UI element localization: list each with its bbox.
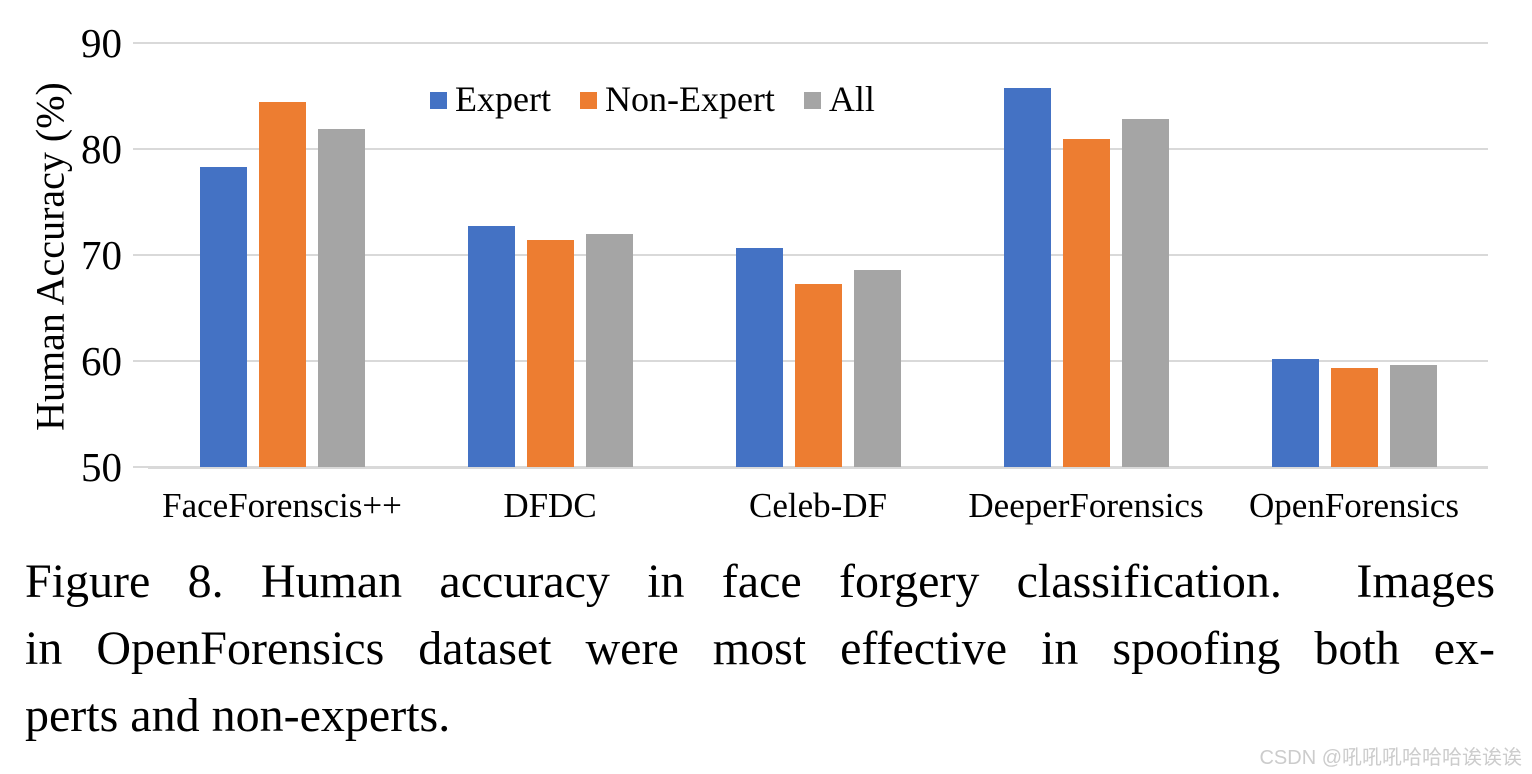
y-tick-mark (133, 42, 148, 44)
y-tick-mark (133, 254, 148, 256)
legend-label: All (828, 79, 875, 119)
category-label: DFDC (503, 486, 597, 525)
bar-expert-celeb-df (736, 248, 783, 467)
bar-expert-deeperforensics (1004, 88, 1051, 467)
y-tick-label: 70 (81, 232, 122, 278)
legend-item: Expert (430, 78, 551, 120)
bar-all-celeb-df (854, 270, 901, 467)
x-axis-line (148, 466, 1488, 469)
y-tick-label: 80 (81, 126, 122, 172)
y-tick-mark (133, 360, 148, 362)
gridline (148, 42, 1488, 44)
bar-expert-faceforenscis++ (200, 167, 247, 467)
legend-swatch-expert (430, 91, 447, 109)
bar-non-expert-celeb-df (795, 284, 842, 467)
bar-expert-dfdc (468, 226, 515, 467)
caption-line: Figure 8. Human accuracy in face forgery… (25, 555, 1495, 608)
category-label: FaceForenscis++ (162, 486, 402, 525)
gridline (148, 254, 1488, 256)
bar-non-expert-openforensics (1331, 368, 1378, 467)
figure-caption: Figure 8. Human accuracy in face forgery… (25, 548, 1495, 749)
y-tick-mark (133, 148, 148, 150)
y-tick-mark (133, 466, 148, 468)
bar-all-faceforenscis++ (318, 129, 365, 467)
bar-non-expert-dfdc (527, 240, 574, 467)
category-label: OpenForensics (1249, 486, 1459, 525)
y-tick-label: 50 (81, 444, 122, 490)
chart-legend: Expert Non-Expert All (430, 78, 875, 120)
gridline (148, 148, 1488, 150)
legend-label: Expert (455, 79, 551, 119)
bar-non-expert-deeperforensics (1063, 139, 1110, 467)
bar-all-openforensics (1390, 365, 1437, 467)
watermark-text: CSDN @吼吼吼哈哈哈诶诶诶 (1259, 747, 1522, 769)
legend-swatch-non-expert (579, 91, 597, 109)
category-label: DeeperForensics (968, 486, 1204, 525)
bar-all-dfdc (586, 234, 633, 467)
legend-item: All (803, 78, 875, 120)
legend-item: Non-Expert (579, 78, 775, 120)
bar-all-deeperforensics (1122, 119, 1169, 467)
y-tick-label: 90 (81, 20, 122, 66)
caption-line: perts and non-experts. (25, 689, 451, 742)
bar-non-expert-faceforenscis++ (259, 102, 306, 467)
y-tick-label: 60 (81, 338, 122, 384)
caption-line: in OpenForensics dataset were most effec… (25, 622, 1495, 675)
legend-label: Non-Expert (604, 79, 775, 119)
legend-swatch-all (803, 91, 821, 109)
bar-expert-openforensics (1272, 359, 1319, 467)
category-label: Celeb-DF (748, 486, 888, 525)
bar-chart: Human Accuracy (%) Expert Non-Expert All 9… (28, 20, 1488, 525)
